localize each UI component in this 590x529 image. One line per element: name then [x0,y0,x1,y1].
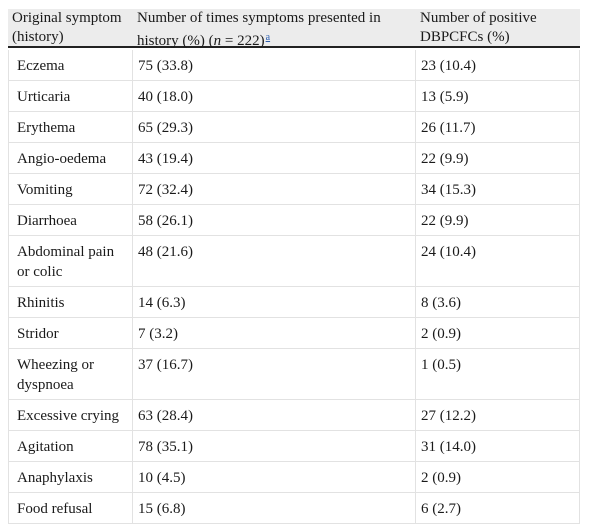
table-row: Excessive crying 63 (28.4) 27 (12.2) [8,400,580,431]
table-header: Original symptom (history) Number of tim… [8,9,580,51]
table-row: Rhinitis 14 (6.3) 8 (3.6) [8,287,580,318]
table-row: Food refusal 15 (6.8) 6 (2.7) [8,493,580,524]
table-row: Eczema 75 (33.8) 23 (10.4) [8,50,580,81]
history-count-cell: 15 (6.8) [133,493,416,524]
header-original-symptom: Original symptom (history) [12,10,122,45]
history-count-cell: 63 (28.4) [133,400,416,431]
header-n-value: = 222) [221,33,265,49]
table-row: Vomiting 72 (32.4) 34 (15.3) [8,174,580,205]
table-row: Abdominal pain or colic 48 (21.6) 24 (10… [8,236,580,287]
history-count-cell: 43 (19.4) [133,143,416,174]
header-times-presented: Number of times symptoms presented in hi… [133,9,416,51]
table-row: Anaphylaxis 10 (4.5) 2 (0.9) [8,462,580,493]
symptom-cell: Stridor [8,318,133,349]
history-count-cell: 40 (18.0) [133,81,416,112]
table-row: Erythema 65 (29.3) 26 (11.7) [8,112,580,143]
table-body: Eczema 75 (33.8) 23 (10.4) Urticaria 40 … [8,50,580,524]
symptom-cell: Wheezing or dyspnoea [8,349,133,400]
history-count-cell: 75 (33.8) [133,50,416,81]
table-row: Urticaria 40 (18.0) 13 (5.9) [8,81,580,112]
positive-count-cell: 1 (0.5) [416,349,580,400]
symptom-cell: Agitation [8,431,133,462]
history-count-cell: 58 (26.1) [133,205,416,236]
positive-count-cell: 6 (2.7) [416,493,580,524]
symptom-cell: Food refusal [8,493,133,524]
history-count-cell: 37 (16.7) [133,349,416,400]
positive-count-cell: 22 (9.9) [416,143,580,174]
header-positive-dbpcfcs: Number of positive DBPCFCs (%) [420,10,537,45]
positive-count-cell: 13 (5.9) [416,81,580,112]
symptom-cell: Rhinitis [8,287,133,318]
history-count-cell: 65 (29.3) [133,112,416,143]
symptom-cell: Vomiting [8,174,133,205]
positive-count-cell: 23 (10.4) [416,50,580,81]
footnote-link[interactable]: a [265,32,271,43]
symptom-cell: Diarrhoea [8,205,133,236]
table-row: Diarrhoea 58 (26.1) 22 (9.9) [8,205,580,236]
positive-count-cell: 8 (3.6) [416,287,580,318]
symptom-cell: Anaphylaxis [8,462,133,493]
symptom-cell: Excessive crying [8,400,133,431]
positive-count-cell: 2 (0.9) [416,462,580,493]
positive-count-cell: 22 (9.9) [416,205,580,236]
positive-count-cell: 26 (11.7) [416,112,580,143]
history-count-cell: 48 (21.6) [133,236,416,287]
positive-count-cell: 24 (10.4) [416,236,580,287]
table-row: Stridor 7 (3.2) 2 (0.9) [8,318,580,349]
history-count-cell: 14 (6.3) [133,287,416,318]
header-times-presented-text: Number of times symptoms presented in hi… [137,10,381,49]
history-count-cell: 10 (4.5) [133,462,416,493]
positive-count-cell: 34 (15.3) [416,174,580,205]
positive-count-cell: 31 (14.0) [416,431,580,462]
history-count-cell: 72 (32.4) [133,174,416,205]
symptom-table: Original symptom (history) Number of tim… [8,9,580,524]
table-row: Angio-oedema 43 (19.4) 22 (9.9) [8,143,580,174]
history-count-cell: 7 (3.2) [133,318,416,349]
positive-count-cell: 27 (12.2) [416,400,580,431]
symptom-cell: Abdominal pain or colic [8,236,133,287]
header-n-symbol: n [213,33,222,49]
history-count-cell: 78 (35.1) [133,431,416,462]
symptom-cell: Erythema [8,112,133,143]
symptom-cell: Angio-oedema [8,143,133,174]
positive-count-cell: 2 (0.9) [416,318,580,349]
table-row: Agitation 78 (35.1) 31 (14.0) [8,431,580,462]
symptom-cell: Urticaria [8,81,133,112]
table-row: Wheezing or dyspnoea 37 (16.7) 1 (0.5) [8,349,580,400]
symptom-cell: Eczema [8,50,133,81]
